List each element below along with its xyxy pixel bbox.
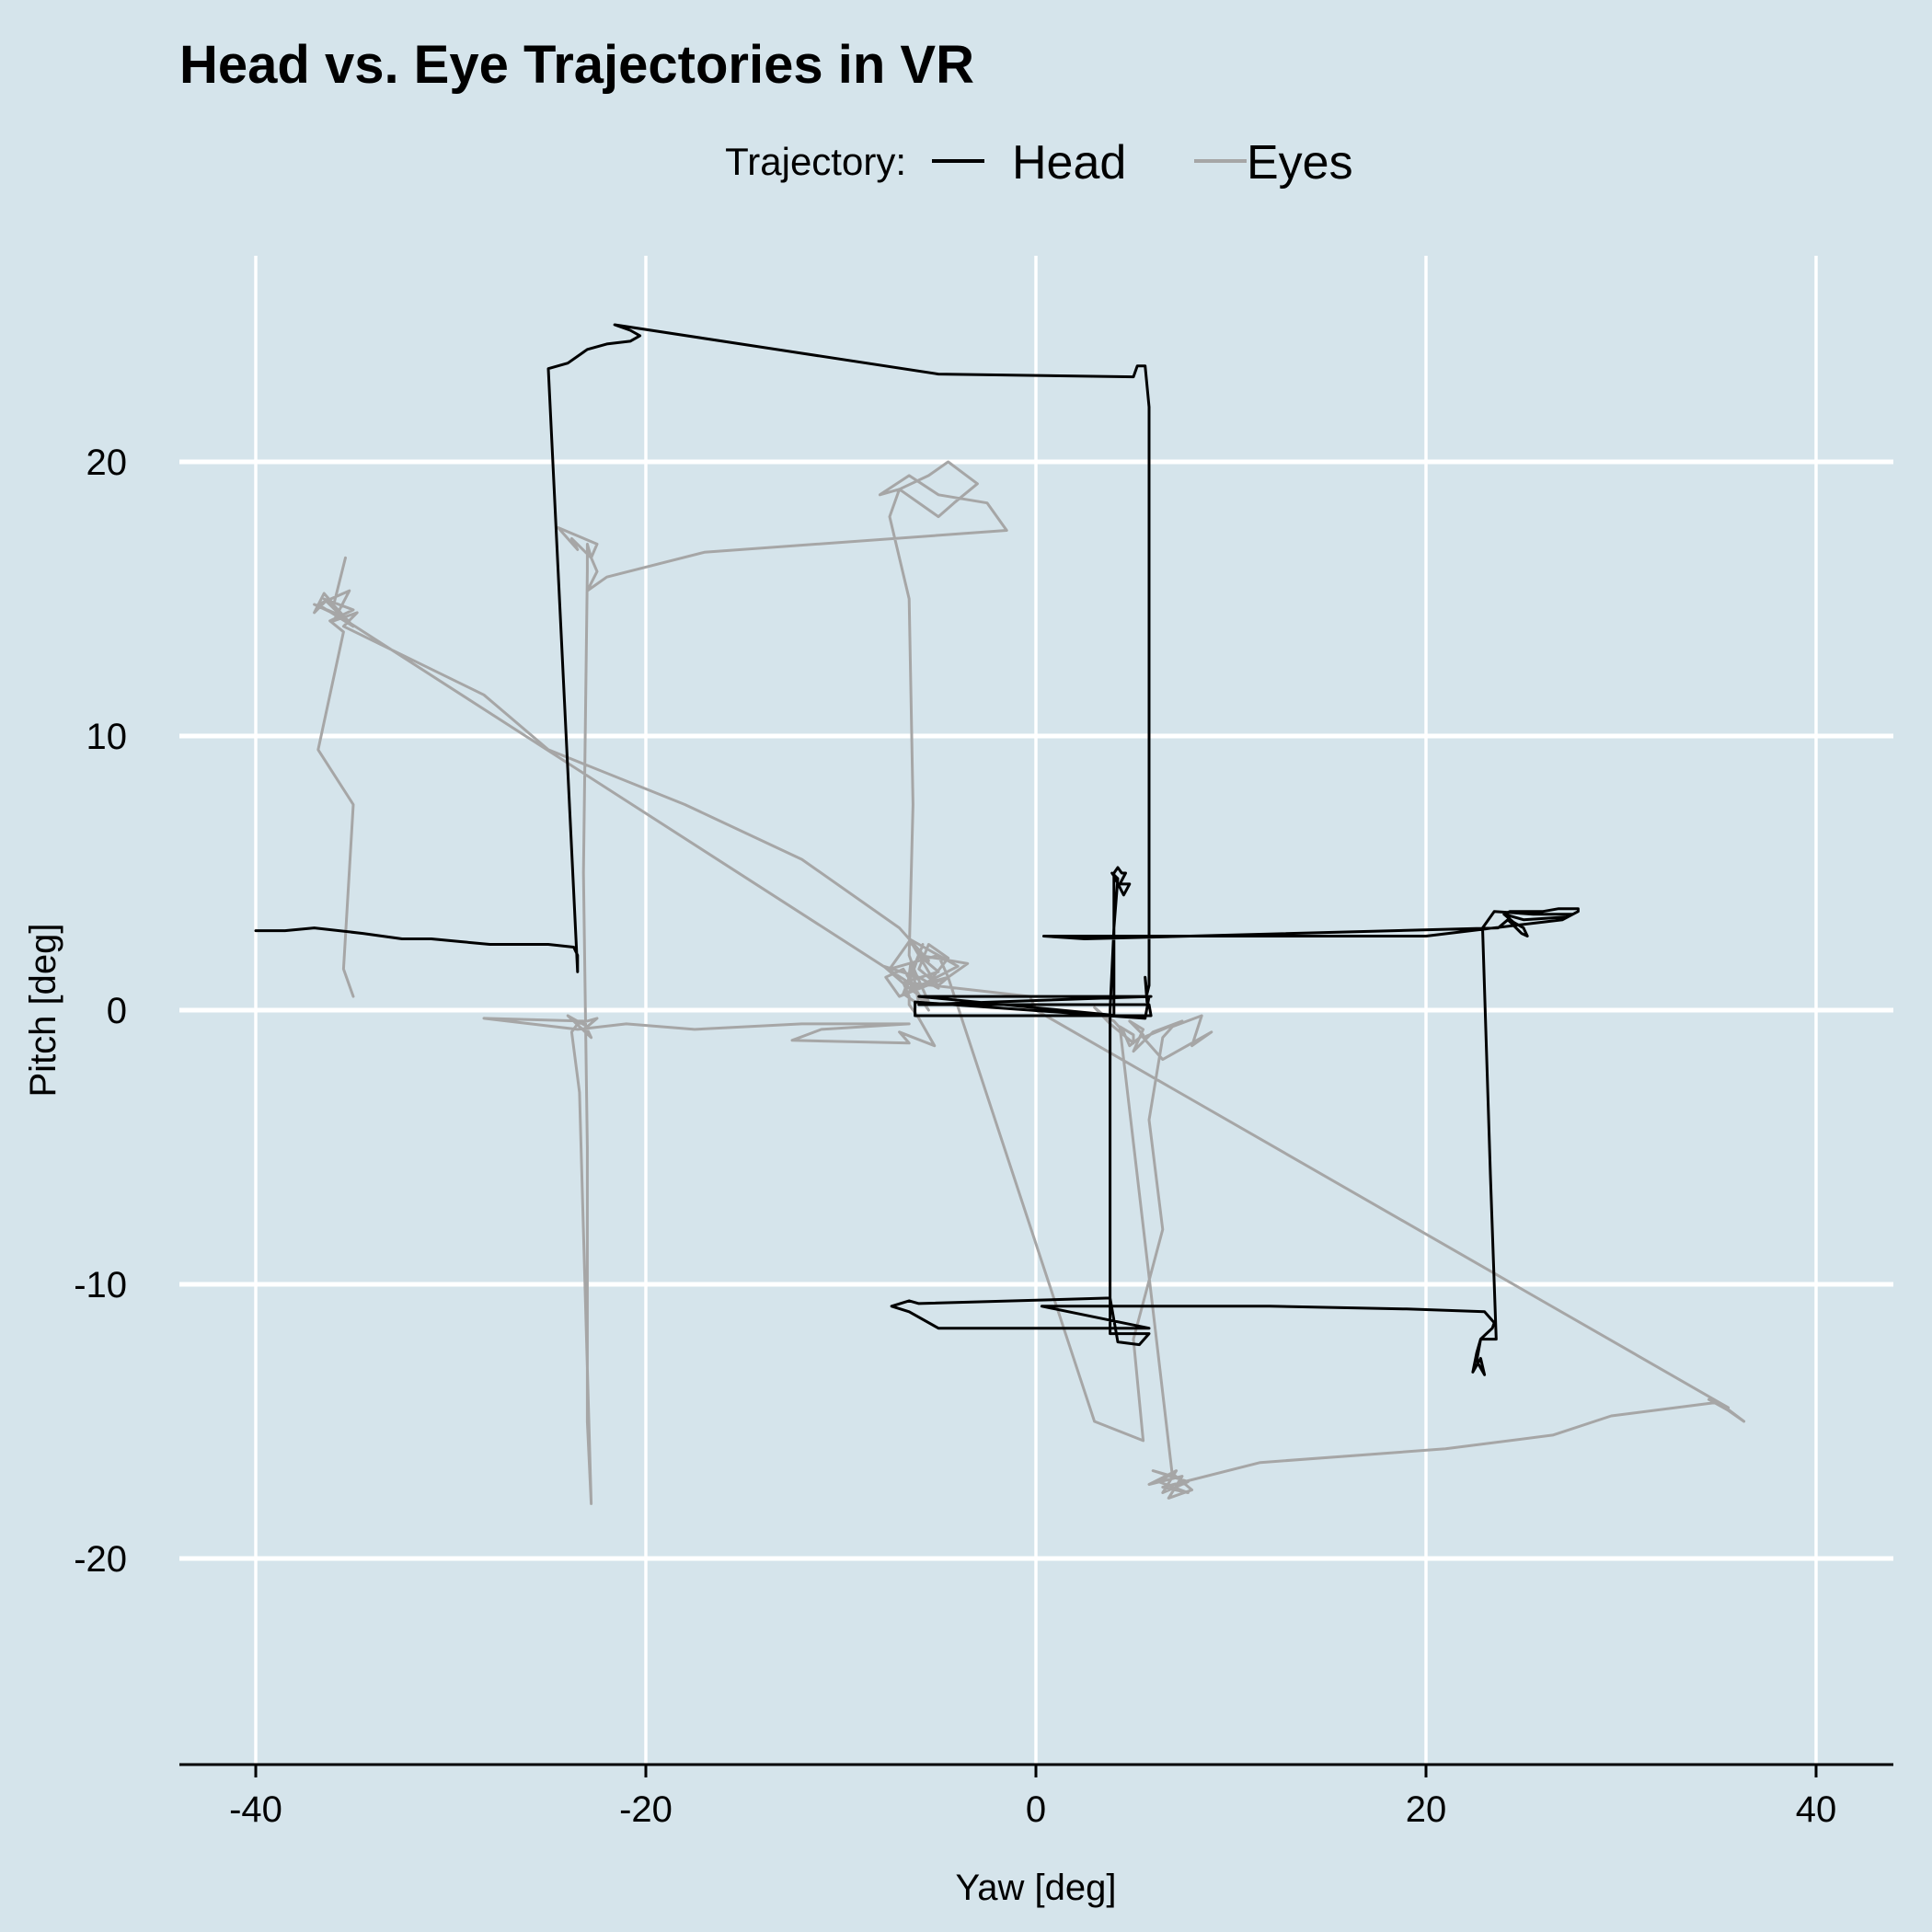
y-tick-label: 20 [86,443,128,483]
y-tick-label: -20 [74,1539,127,1580]
series-line-head [254,323,1580,1376]
y-tick-label: 0 [107,991,127,1031]
x-ticks: -40 -20 0 20 40 [229,1765,1836,1830]
legend: Trajectory: Head Eyes [725,136,1352,190]
series-layer [254,323,1746,1505]
y-tick-label: -10 [74,1265,127,1305]
series-line-eyes [313,460,1746,1505]
legend-title: Trajectory: [725,140,906,183]
y-ticks: -20 -10 0 10 20 [74,443,127,1580]
x-tick-label: -20 [619,1789,673,1830]
x-tick-label: -40 [229,1789,282,1830]
x-tick-label: 0 [1026,1789,1046,1830]
y-axis-label: Pitch [deg] [23,923,63,1097]
legend-label-head: Head [1012,136,1126,190]
x-tick-label: 40 [1796,1789,1837,1830]
chart-title: Head vs. Eye Trajectories in VR [179,35,974,95]
y-tick-label: 10 [86,717,128,757]
legend-label-eyes: Eyes [1247,136,1353,190]
x-tick-label: 20 [1406,1789,1447,1830]
x-axis-label: Yaw [deg] [956,1868,1117,1908]
